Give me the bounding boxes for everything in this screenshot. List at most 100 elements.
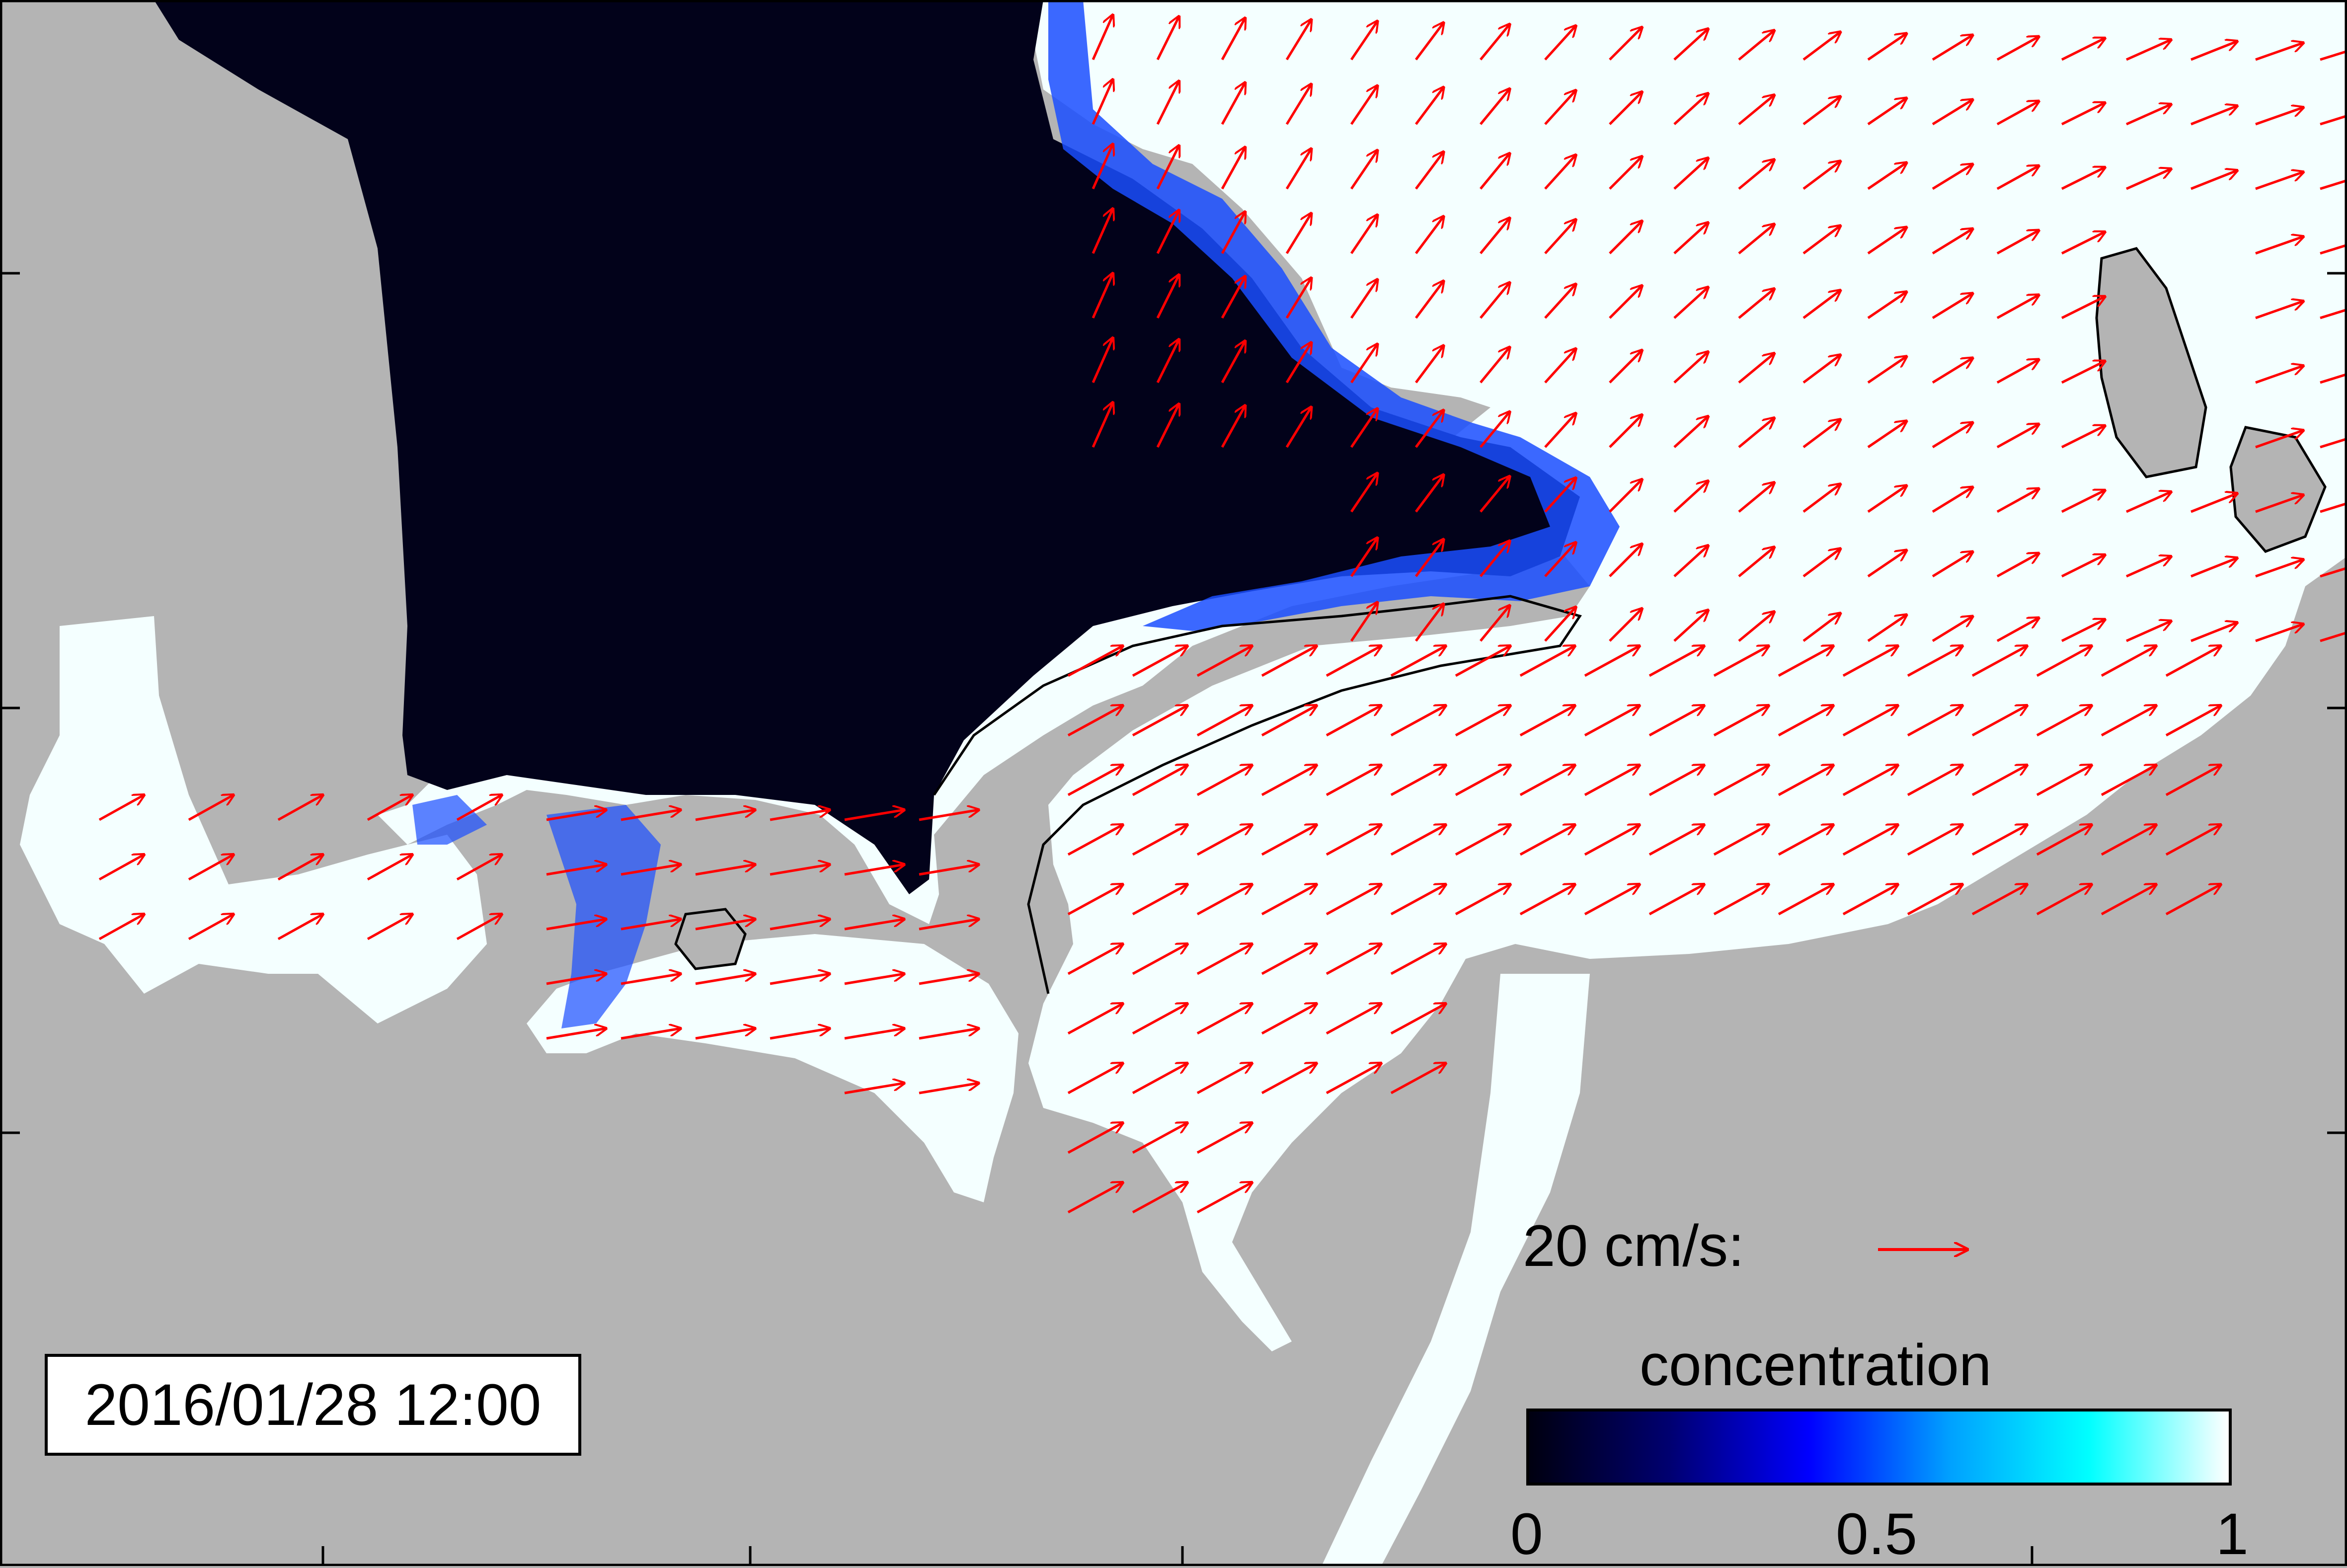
velocity-arrow	[1132, 1123, 1187, 1154]
velocity-arrow	[1867, 33, 1906, 61]
velocity-arrow	[770, 919, 830, 931]
velocity-arrow	[1519, 646, 1575, 677]
velocity-arrow	[1350, 215, 1377, 254]
velocity-arrow	[1326, 944, 1381, 975]
velocity-arrow	[1802, 355, 1840, 384]
velocity-arrow	[1326, 646, 1381, 677]
velocity-arrow	[1350, 602, 1377, 642]
velocity-arrow	[919, 919, 979, 931]
velocity-arrow	[2036, 765, 2092, 796]
velocity-arrow	[1802, 549, 1840, 578]
velocity-arrow	[1673, 223, 1708, 254]
ice-region-northeast	[378, 0, 2347, 1351]
velocity-arrow	[1713, 765, 1769, 796]
velocity-arrow	[2255, 430, 2303, 449]
velocity-arrow	[1480, 347, 1510, 384]
velocity-arrow	[2061, 361, 2105, 384]
velocity-arrow	[1932, 100, 1973, 126]
velocity-arrow	[1221, 212, 1245, 254]
velocity-arrow	[1867, 98, 1906, 126]
velocity-arrow	[1609, 92, 1642, 125]
velocity-arrow	[1390, 884, 1446, 916]
velocity-arrow	[1285, 342, 1311, 384]
velocity-arrow	[2101, 646, 2156, 677]
velocity-arrow	[1713, 646, 1769, 677]
velocity-arrow	[1261, 646, 1317, 677]
velocity-arrow	[1132, 706, 1187, 737]
velocity-arrow	[844, 1083, 904, 1095]
velocity-arrow	[621, 974, 681, 985]
velocity-arrow	[546, 1028, 606, 1040]
velocity-arrow	[2061, 620, 2105, 642]
velocity-arrow	[2061, 555, 2105, 578]
velocity-arrow	[1285, 149, 1311, 190]
velocity-arrow	[1067, 884, 1123, 916]
velocity-arrow	[1609, 157, 1642, 190]
velocity-arrow	[2165, 825, 2221, 856]
velocity-arrow	[1713, 884, 1769, 916]
velocity-arrows	[98, 15, 2347, 1214]
velocity-arrow	[1867, 485, 1906, 513]
velocity-arrow	[2036, 646, 2092, 677]
velocity-arrow	[1609, 286, 1642, 319]
velocity-arrow	[1932, 423, 1973, 449]
velocity-arrow	[1261, 1004, 1317, 1035]
velocity-arrow	[2191, 493, 2237, 513]
velocity-arrow	[844, 810, 904, 821]
velocity-arrow	[2101, 884, 2156, 916]
velocity-arrow	[1907, 646, 1962, 677]
velocity-arrow	[1802, 226, 1840, 255]
velocity-arrow	[367, 855, 412, 881]
velocity-arrow	[2255, 559, 2303, 578]
velocity-arrow	[1480, 541, 1510, 577]
velocity-arrow	[1738, 418, 1774, 448]
velocity-arrow	[1738, 30, 1774, 61]
velocity-arrow	[1996, 360, 2039, 384]
velocity-arrow	[621, 1028, 681, 1040]
velocity-arrow	[844, 1028, 904, 1040]
velocity-arrow	[1996, 424, 2039, 449]
velocity-arrow	[1092, 338, 1113, 384]
velocity-arrow	[1156, 210, 1179, 254]
velocity-arrow	[2061, 38, 2105, 61]
velocity-arrow	[1609, 27, 1642, 61]
velocity-arrow	[1196, 1004, 1252, 1035]
velocity-arrow	[1738, 95, 1774, 125]
velocity-arrow	[1285, 278, 1311, 319]
velocity-arrow	[1480, 283, 1510, 319]
velocity-arrow	[1480, 476, 1510, 513]
velocity-arrow	[1544, 478, 1576, 513]
velocity-arrow	[770, 864, 830, 876]
velocity-arrow	[1092, 15, 1113, 61]
velocity-arrow	[2061, 167, 2105, 190]
velocity-arrow	[546, 974, 606, 985]
velocity-arrow	[1907, 884, 1962, 916]
velocity-arrow	[1261, 765, 1317, 796]
velocity-arrow	[1673, 546, 1708, 577]
velocity-arrow	[1132, 765, 1187, 796]
ice-region-channel	[1322, 974, 1590, 1566]
velocity-arrow	[1971, 884, 2027, 916]
velocity-arrow	[1867, 615, 1906, 642]
velocity-arrow	[1996, 101, 2039, 126]
velocity-arrow	[1261, 706, 1317, 737]
velocity-arrow	[1196, 646, 1252, 677]
velocity-arrow	[1544, 26, 1576, 61]
velocity-arrow	[2036, 884, 2092, 916]
colorbar-tick-0: 0	[1510, 1501, 1543, 1567]
velocity-arrow	[2255, 107, 2303, 126]
velocity-arrow	[1971, 646, 2027, 677]
velocity-arrow	[1196, 765, 1252, 796]
velocity-arrow	[277, 855, 323, 881]
velocity-arrow	[1519, 706, 1575, 737]
velocity-arrow	[2255, 301, 2303, 319]
velocity-arrow	[1480, 24, 1510, 61]
velocity-arrow	[1802, 161, 1840, 190]
velocity-arrow	[1802, 96, 1840, 126]
island-east-2	[2229, 426, 2327, 553]
velocity-arrow	[1390, 765, 1446, 796]
velocity-arrow	[1390, 825, 1446, 856]
velocity-arrow	[1480, 606, 1510, 642]
velocity-arrow	[2061, 103, 2105, 126]
